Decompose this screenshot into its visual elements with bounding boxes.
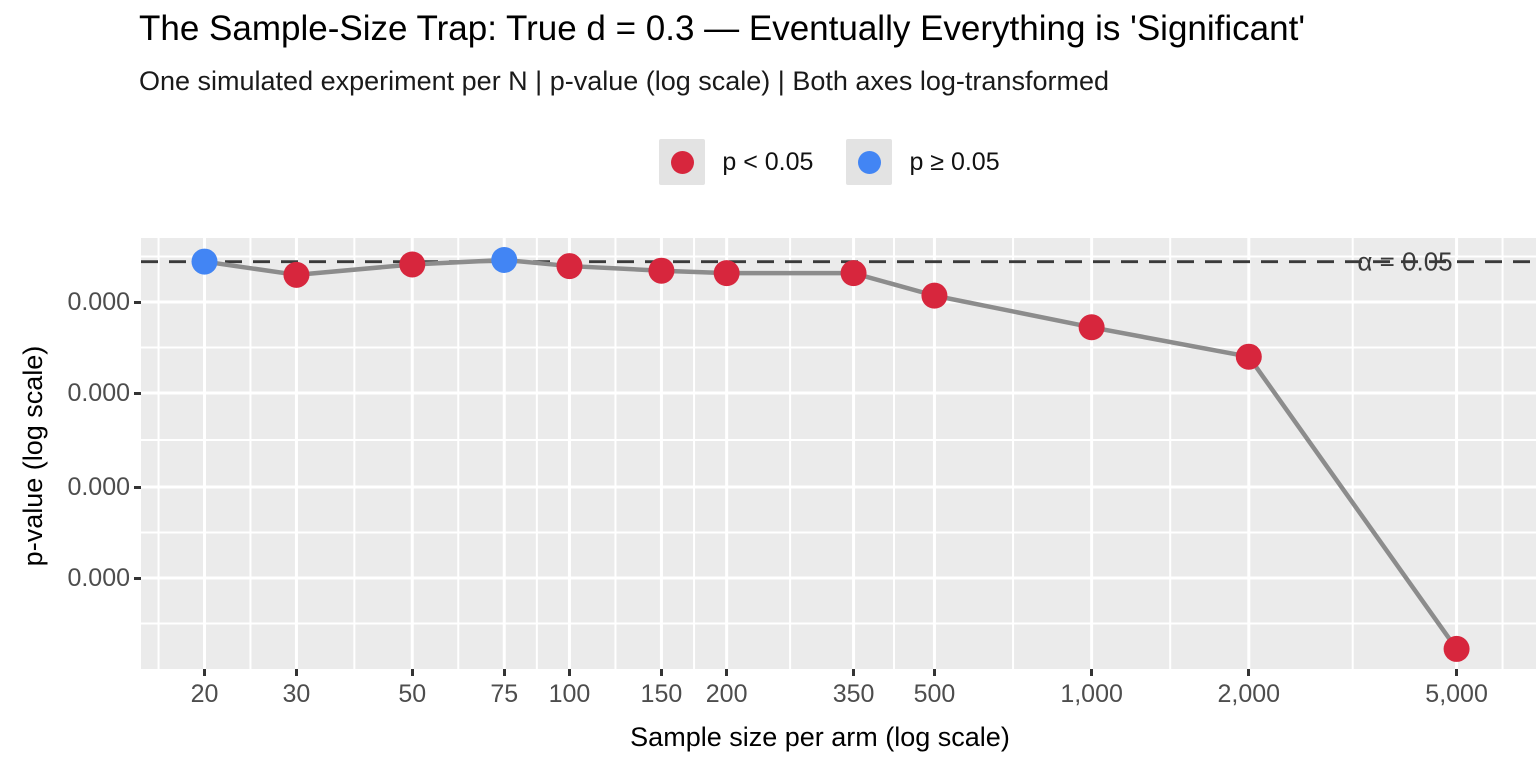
plot-panel: α = 0.05 bbox=[141, 238, 1536, 669]
point-swatch-icon bbox=[670, 150, 694, 174]
data-point bbox=[1443, 635, 1470, 662]
chart-title: The Sample-Size Trap: True d = 0.3 — Eve… bbox=[139, 9, 1306, 48]
data-point bbox=[921, 282, 948, 309]
x-tick-label: 50 bbox=[398, 680, 427, 708]
legend-label: p ≥ 0.05 bbox=[909, 147, 1000, 176]
data-point bbox=[1235, 343, 1262, 370]
x-tick-label: 2,000 bbox=[1217, 680, 1281, 708]
legend-key bbox=[846, 139, 893, 185]
legend-item: p < 0.05 bbox=[659, 139, 831, 185]
data-point bbox=[713, 260, 740, 287]
x-tick-label: 150 bbox=[640, 680, 683, 708]
panel-background bbox=[141, 238, 1536, 669]
chart-subtitle: One simulated experiment per N | p-value… bbox=[139, 66, 1109, 96]
y-tick-mark bbox=[134, 485, 141, 489]
x-tick-mark bbox=[1247, 669, 1251, 676]
x-tick-label: 20 bbox=[190, 680, 219, 708]
x-tick-mark bbox=[1090, 669, 1094, 676]
y-axis-title: p-value (log scale) bbox=[18, 345, 48, 567]
x-axis-title: Sample size per arm (log scale) bbox=[630, 722, 1010, 752]
x-tick-mark bbox=[852, 669, 856, 676]
y-tick-mark bbox=[134, 391, 141, 395]
y-tick-mark bbox=[134, 576, 141, 580]
x-tick-mark bbox=[294, 669, 298, 676]
data-point bbox=[491, 246, 518, 273]
data-point bbox=[399, 251, 426, 278]
y-tick-mark bbox=[134, 300, 141, 304]
x-tick-mark bbox=[203, 669, 206, 676]
legend-item: p ≥ 0.05 bbox=[846, 139, 1017, 185]
legend: p < 0.05 p ≥ 0.05 bbox=[141, 139, 1536, 185]
alpha-annotation: α = 0.05 bbox=[1357, 247, 1452, 277]
x-tick-label: 100 bbox=[548, 680, 591, 708]
x-tick-label: 1,000 bbox=[1060, 680, 1123, 708]
x-tick-label: 75 bbox=[490, 680, 519, 708]
x-tick-label: 500 bbox=[913, 680, 956, 708]
y-tick-label: 0.000 bbox=[67, 379, 130, 407]
legend-label: p < 0.05 bbox=[722, 147, 814, 176]
x-tick-label: 350 bbox=[832, 680, 875, 708]
x-tick-label: 30 bbox=[282, 680, 311, 708]
y-tick-label: 0.000 bbox=[67, 288, 130, 316]
y-tick-label: 0.000 bbox=[67, 564, 130, 592]
data-point bbox=[1078, 314, 1105, 341]
data-point bbox=[840, 260, 867, 287]
x-tick-mark bbox=[932, 669, 936, 676]
legend-key bbox=[659, 139, 706, 185]
point-swatch-icon bbox=[857, 150, 881, 174]
data-point bbox=[191, 248, 218, 275]
y-tick-label: 0.000 bbox=[67, 473, 130, 501]
data-point bbox=[556, 253, 583, 280]
data-point bbox=[648, 257, 675, 284]
x-tick-mark bbox=[567, 669, 571, 676]
x-tick-mark bbox=[502, 669, 506, 676]
x-tick-mark bbox=[725, 669, 729, 676]
x-tick-mark bbox=[1455, 669, 1459, 676]
x-tick-mark bbox=[410, 669, 414, 676]
trend-line bbox=[202, 257, 1459, 652]
x-tick-label: 5,000 bbox=[1425, 680, 1488, 708]
data-point bbox=[283, 261, 310, 288]
x-tick-mark bbox=[659, 669, 663, 676]
x-tick-label: 200 bbox=[705, 680, 748, 708]
